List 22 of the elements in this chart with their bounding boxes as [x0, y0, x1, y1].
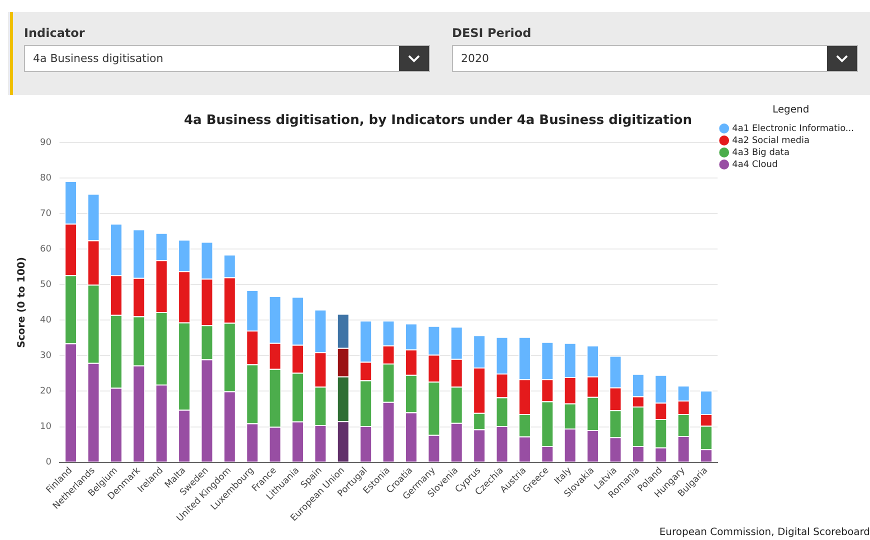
text: Indicator	[24, 26, 86, 40]
y-tick-label: 10	[40, 422, 52, 432]
y-tick-label: 60	[40, 244, 52, 255]
y-tick-label: 30	[40, 351, 52, 362]
y-tick-label: 80	[40, 173, 52, 184]
legend-label: 4a2 Social media	[732, 136, 810, 146]
chart-title: 4a Business digitisation, by Indicators under 4a Business digitization	[184, 113, 692, 128]
legend-label: 4a1 Electronic Informatio...	[732, 124, 854, 134]
legend-title: Legend	[772, 104, 810, 116]
legend-label: 4a3 Big data	[732, 148, 790, 158]
text: DESI Period	[452, 26, 532, 40]
dropdown-field: 2020	[452, 45, 858, 72]
y-tick-label: 0	[46, 458, 52, 468]
y-tick-label: 70	[40, 208, 52, 219]
dropdown-field: 4a Business digitisation	[24, 45, 430, 72]
y-tick-label: 40	[40, 316, 52, 326]
y-tick-label: 20	[40, 386, 52, 397]
text: European Commission, Digital Scoreboard	[659, 527, 870, 538]
y-tick-label: 90	[40, 138, 52, 148]
y-axis-title: Score (0 to 100)	[16, 257, 28, 348]
legend-label: 4a4 Cloud	[732, 160, 778, 170]
y-tick-label: 50	[40, 280, 52, 290]
